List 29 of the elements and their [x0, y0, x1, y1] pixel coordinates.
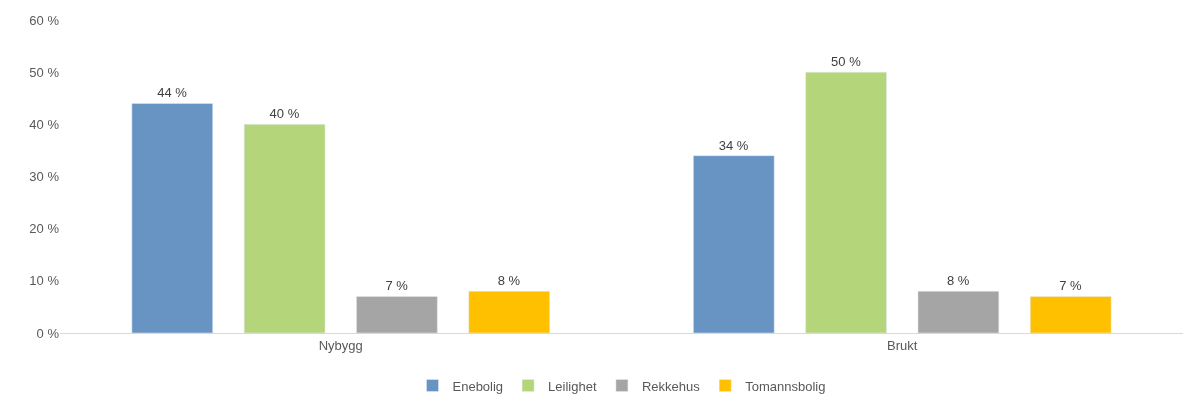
y-tick-label: 40 % — [29, 116, 60, 132]
x-tick-label: Nybygg — [318, 337, 363, 353]
bar — [356, 296, 438, 333]
legend-label: Tomannsbolig — [745, 378, 826, 394]
bar — [468, 291, 550, 333]
bar — [1030, 296, 1112, 333]
y-tick-label: 60 % — [29, 12, 60, 28]
legend-label: Enebolig — [452, 378, 504, 394]
data-label: 44 % — [157, 85, 188, 101]
data-label: 34 % — [718, 137, 749, 153]
data-label: 8 % — [946, 273, 970, 289]
data-label: 50 % — [831, 54, 862, 70]
bar — [805, 71, 887, 333]
bar — [243, 124, 326, 333]
bar — [917, 291, 1000, 333]
legend-label: Rekkehus — [641, 378, 701, 394]
y-tick-label: 50 % — [29, 64, 60, 80]
bar — [131, 103, 213, 333]
data-label: 7 % — [385, 278, 409, 294]
data-label: 8 % — [497, 273, 521, 289]
y-tick-label: 0 % — [36, 325, 60, 341]
bar — [693, 155, 775, 333]
y-tick-label: 20 % — [29, 221, 60, 237]
x-tick-label: Brukt — [887, 337, 918, 353]
legend-label: Leilighet — [548, 378, 597, 394]
y-tick-label: 10 % — [29, 273, 60, 289]
y-tick-label: 30 % — [29, 169, 60, 185]
data-label: 40 % — [269, 106, 300, 122]
data-label: 7 % — [1059, 278, 1083, 294]
